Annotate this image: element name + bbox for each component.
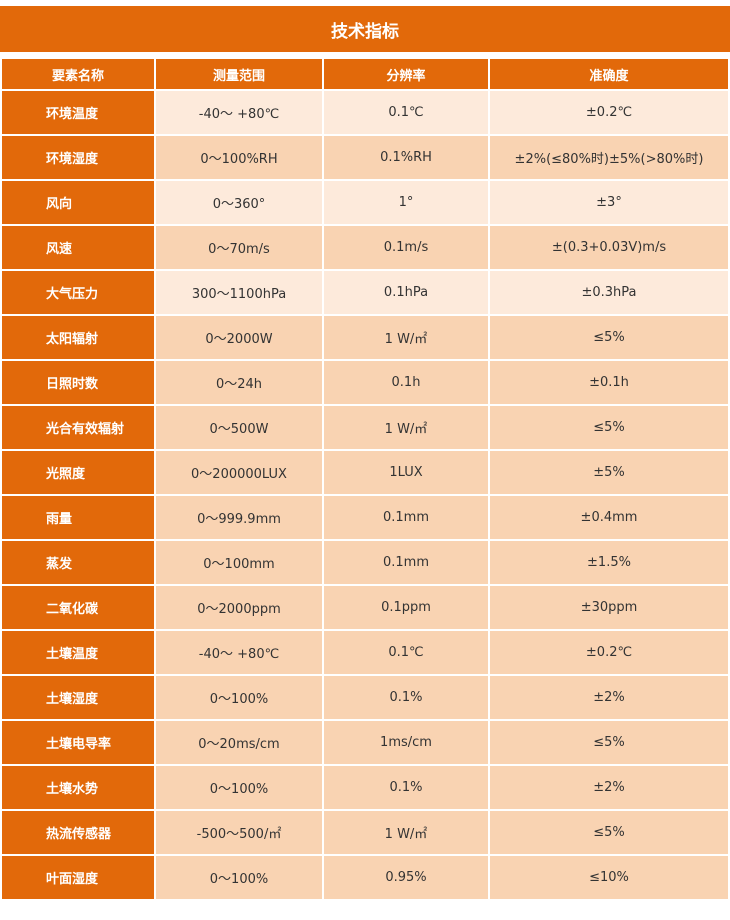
- cell-name: 风向: [0, 179, 156, 226]
- cell-name: 大气压力: [0, 269, 156, 316]
- cell-range: 0～70m/s: [154, 224, 324, 271]
- cell-range: -40～ +80℃: [154, 629, 324, 676]
- cell-name: 蒸发: [0, 539, 156, 586]
- table-row: 土壤电导率 0～20ms/cm 1ms/cm ≤5%: [0, 719, 730, 766]
- cell-resolution: 0.1mm: [322, 494, 490, 541]
- header-row: 要素名称 测量范围 分辨率 准确度: [0, 57, 730, 91]
- cell-resolution: 1 W/㎡: [322, 809, 490, 856]
- cell-name: 二氧化碳: [0, 584, 156, 631]
- cell-name: 环境湿度: [0, 134, 156, 181]
- cell-accuracy: ≤5%: [488, 719, 730, 766]
- cell-accuracy: ±2%(≤80%时)±5%(>80%时): [488, 134, 730, 181]
- header-resolution: 分辨率: [322, 57, 490, 91]
- cell-resolution: 0.1℃: [322, 89, 490, 136]
- cell-name: 叶面湿度: [0, 854, 156, 901]
- header-accuracy: 准确度: [488, 57, 730, 91]
- table-row: 叶面湿度 0～100% 0.95% ≤10%: [0, 854, 730, 901]
- cell-accuracy: ±0.3hPa: [488, 269, 730, 316]
- table-row: 雨量 0～999.9mm 0.1mm ±0.4mm: [0, 494, 730, 541]
- cell-range: 0～200000LUX: [154, 449, 324, 496]
- cell-name: 光合有效辐射: [0, 404, 156, 451]
- cell-name: 土壤温度: [0, 629, 156, 676]
- cell-resolution: 0.1%: [322, 764, 490, 811]
- table-row: 大气压力 300～1100hPa 0.1hPa ±0.3hPa: [0, 269, 730, 316]
- cell-accuracy: ±(0.3+0.03V)m/s: [488, 224, 730, 271]
- table-title: 技术指标: [0, 6, 730, 52]
- cell-accuracy: ≤5%: [488, 404, 730, 451]
- cell-resolution: 1LUX: [322, 449, 490, 496]
- cell-range: 0～24h: [154, 359, 324, 406]
- table-row: 环境湿度 0～100%RH 0.1%RH ±2%(≤80%时)±5%(>80%时): [0, 134, 730, 181]
- cell-accuracy: ±0.2℃: [488, 629, 730, 676]
- cell-accuracy: ±2%: [488, 764, 730, 811]
- cell-accuracy: ±0.4mm: [488, 494, 730, 541]
- cell-accuracy: ±3°: [488, 179, 730, 226]
- cell-resolution: 0.1%: [322, 674, 490, 721]
- cell-range: 0～2000ppm: [154, 584, 324, 631]
- cell-resolution: 1 W/㎡: [322, 404, 490, 451]
- cell-range: 0～360°: [154, 179, 324, 226]
- table-row: 土壤温度 -40～ +80℃ 0.1℃ ±0.2℃: [0, 629, 730, 676]
- spec-table: 要素名称 测量范围 分辨率 准确度 环境温度 -40～ +80℃ 0.1℃ ±0.2℃…: [0, 57, 730, 901]
- cell-range: 0～100%RH: [154, 134, 324, 181]
- cell-range: 0～999.9mm: [154, 494, 324, 541]
- cell-resolution: 1°: [322, 179, 490, 226]
- cell-range: 0～100%: [154, 674, 324, 721]
- header-range: 测量范围: [154, 57, 324, 91]
- table-row: 土壤水势 0～100% 0.1% ±2%: [0, 764, 730, 811]
- cell-range: -40～ +80℃: [154, 89, 324, 136]
- cell-name: 雨量: [0, 494, 156, 541]
- table-row: 蒸发 0～100mm 0.1mm ±1.5%: [0, 539, 730, 586]
- cell-name: 风速: [0, 224, 156, 271]
- cell-resolution: 0.1%RH: [322, 134, 490, 181]
- cell-accuracy: ±5%: [488, 449, 730, 496]
- table-row: 热流传感器 -500～500/㎡ 1 W/㎡ ≤5%: [0, 809, 730, 856]
- cell-name: 土壤湿度: [0, 674, 156, 721]
- table-row: 环境温度 -40～ +80℃ 0.1℃ ±0.2℃: [0, 89, 730, 136]
- cell-accuracy: ≤5%: [488, 314, 730, 361]
- cell-resolution: 0.1h: [322, 359, 490, 406]
- header-name: 要素名称: [0, 57, 156, 91]
- table-row: 光照度 0～200000LUX 1LUX ±5%: [0, 449, 730, 496]
- table-row: 土壤湿度 0～100% 0.1% ±2%: [0, 674, 730, 721]
- cell-accuracy: ±0.1h: [488, 359, 730, 406]
- cell-resolution: 0.1ppm: [322, 584, 490, 631]
- table-row: 风速 0～70m/s 0.1m/s ±(0.3+0.03V)m/s: [0, 224, 730, 271]
- cell-resolution: 1ms/cm: [322, 719, 490, 766]
- cell-resolution: 0.1℃: [322, 629, 490, 676]
- cell-name: 日照时数: [0, 359, 156, 406]
- cell-resolution: 0.1m/s: [322, 224, 490, 271]
- cell-range: 0～500W: [154, 404, 324, 451]
- cell-resolution: 0.1hPa: [322, 269, 490, 316]
- cell-name: 土壤电导率: [0, 719, 156, 766]
- cell-range: 0～100%: [154, 764, 324, 811]
- cell-accuracy: ≤10%: [488, 854, 730, 901]
- cell-range: 300～1100hPa: [154, 269, 324, 316]
- cell-range: 0～100mm: [154, 539, 324, 586]
- cell-name: 环境温度: [0, 89, 156, 136]
- cell-resolution: 0.1mm: [322, 539, 490, 586]
- table-row: 日照时数 0～24h 0.1h ±0.1h: [0, 359, 730, 406]
- cell-accuracy: ±30ppm: [488, 584, 730, 631]
- cell-accuracy: ≤5%: [488, 809, 730, 856]
- cell-resolution: 1 W/㎡: [322, 314, 490, 361]
- cell-name: 土壤水势: [0, 764, 156, 811]
- table-row: 光合有效辐射 0～500W 1 W/㎡ ≤5%: [0, 404, 730, 451]
- cell-name: 太阳辐射: [0, 314, 156, 361]
- cell-range: 0～2000W: [154, 314, 324, 361]
- table-row: 二氧化碳 0～2000ppm 0.1ppm ±30ppm: [0, 584, 730, 631]
- table-row: 风向 0～360° 1° ±3°: [0, 179, 730, 226]
- cell-accuracy: ±1.5%: [488, 539, 730, 586]
- cell-resolution: 0.95%: [322, 854, 490, 901]
- cell-accuracy: ±0.2℃: [488, 89, 730, 136]
- cell-accuracy: ±2%: [488, 674, 730, 721]
- cell-range: 0～100%: [154, 854, 324, 901]
- cell-range: -500～500/㎡: [154, 809, 324, 856]
- table-row: 太阳辐射 0～2000W 1 W/㎡ ≤5%: [0, 314, 730, 361]
- cell-name: 热流传感器: [0, 809, 156, 856]
- cell-range: 0～20ms/cm: [154, 719, 324, 766]
- cell-name: 光照度: [0, 449, 156, 496]
